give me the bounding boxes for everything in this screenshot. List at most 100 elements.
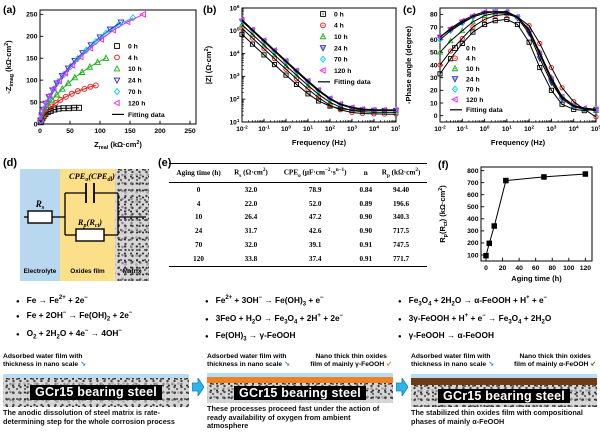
svg-text:102: 102 xyxy=(230,95,240,104)
svg-text:CPEo(CPEdl): CPEo(CPEdl) xyxy=(69,172,115,183)
svg-text:400: 400 xyxy=(467,216,479,223)
pointer-arrow-icon: ↘ xyxy=(80,360,86,368)
svg-text:800: 800 xyxy=(467,168,479,175)
oxide-film-label xyxy=(105,353,189,373)
svg-text:103: 103 xyxy=(546,124,556,133)
svg-text:102: 102 xyxy=(325,124,335,133)
process-arrow xyxy=(192,352,204,431)
svg-text:250: 250 xyxy=(184,128,196,135)
table-cell: 120 xyxy=(193,254,204,263)
bullet-icon: ● xyxy=(398,299,402,305)
phase-angle-plot: 10-2 10-1 100 101 102 103 104 105 0 10 20 30 40 50 60 7… xyxy=(403,4,600,147)
svg-text:50: 50 xyxy=(66,128,74,135)
fit-line xyxy=(241,20,397,112)
svg-text:0 h: 0 h xyxy=(466,45,476,52)
svg-text:101: 101 xyxy=(303,124,313,133)
stage-caption: The stabilized thin oxides film with com… xyxy=(411,408,583,426)
steel-matrix-layer: GCr15 bearing steel xyxy=(3,378,189,407)
svg-text:10 h: 10 h xyxy=(466,66,480,73)
equation-item: ● Fe + 2OH− → Fe(OH)2 + 2e− xyxy=(16,310,193,323)
table-row: 120 33.8 37.4 0.91 771.7 xyxy=(169,252,427,267)
table-cell: 340.3 xyxy=(392,213,410,222)
steel-name: GCr15 bearing steel xyxy=(30,385,162,400)
legend: 0 h 4 h 10 h 24 h 70 h 120 h Fitting data xyxy=(450,45,503,114)
svg-text:10-2: 10-2 xyxy=(434,124,446,133)
table-cell: 747.5 xyxy=(392,240,410,249)
table-row: 70 32.0 39.1 0.91 747.5 xyxy=(169,238,427,252)
steel-cross-section: GCr15 bearing steel xyxy=(3,374,189,407)
fitting-results-panel: (e) Aging time (h) Rs (Ω·cm2) CPEo (μF·cm−… xyxy=(155,155,435,290)
svg-text:70: 70 xyxy=(430,24,438,31)
steel-name: GCr15 bearing steel xyxy=(438,388,570,404)
equation-text: 3γ-FeOOH + H+ + e− → Fe3O4 + 2H2O xyxy=(408,312,552,326)
equation-item: ● 3FeO + H2O → Fe3O4 + 2H+ + 2e− xyxy=(205,313,390,326)
svg-text:10-1: 10-1 xyxy=(456,124,468,133)
svg-text:0 h: 0 h xyxy=(334,11,344,18)
svg-text:0: 0 xyxy=(38,128,42,135)
svg-text:10: 10 xyxy=(430,100,438,107)
bullet-icon: ● xyxy=(398,316,402,323)
svg-text:100: 100 xyxy=(563,265,575,272)
series-Rp(Rct) xyxy=(483,171,589,259)
svg-text:103: 103 xyxy=(347,124,357,133)
svg-text:(f): (f) xyxy=(438,159,449,171)
fit-line xyxy=(485,173,586,256)
bullet-icon: ● xyxy=(16,314,20,320)
reaction-equations-row: ● Fe → Fe2+ + 2e− ● Fe + 2OH− → Fe(OH)2 + … xyxy=(0,290,600,352)
svg-text:4 h: 4 h xyxy=(128,55,138,62)
table-cell: 42.6 xyxy=(308,227,322,236)
svg-text:100: 100 xyxy=(281,124,291,133)
table-row: 10 26.4 47.2 0.90 340.3 xyxy=(169,210,427,224)
table-cell: 0.89 xyxy=(359,199,373,208)
svg-text:101: 101 xyxy=(502,124,512,133)
table-cell: 39.1 xyxy=(308,240,322,249)
svg-text:Fitting data: Fitting data xyxy=(334,79,371,86)
legend: 0 h 4 h 10 h 24 h 70 h 120 h Fitting data xyxy=(112,43,165,119)
circuit-table-row: Rs CPEo(CPEdl) Rp(Rct) (d) Electrolyte Oxi… xyxy=(0,155,600,290)
table-cell: 33.8 xyxy=(244,254,258,263)
equation-item: ● Fe3O4 + 2H2O → α-FeOOH + H+ + e− xyxy=(398,295,600,308)
svg-text:(b): (b) xyxy=(203,4,216,16)
table-cell: 0.91 xyxy=(359,240,373,249)
stage-caption: The anodic dissolution of steel matrix i… xyxy=(3,408,175,426)
svg-text:106: 106 xyxy=(230,4,240,13)
svg-text:24 h: 24 h xyxy=(466,76,480,83)
table-cell: 94.40 xyxy=(392,185,410,194)
fit-line xyxy=(241,20,397,111)
svg-text:40: 40 xyxy=(430,62,438,69)
bullet-icon: ● xyxy=(205,299,209,305)
fit-line xyxy=(40,13,144,121)
water-film-label: Adsorbed water film with thickness in na… xyxy=(411,353,494,368)
equation-text: Fe + 2OH− → Fe(OH)2 + 2e− xyxy=(26,310,133,323)
table-cell: 24 xyxy=(194,227,203,236)
steel-cross-section: GCr15 bearing steel xyxy=(411,374,597,407)
svg-text:Zreal (kΩ·cm2): Zreal (kΩ·cm2) xyxy=(94,140,142,151)
equation-text: Fe → Fe2+ + 2e− xyxy=(26,295,88,305)
svg-text:|Z| (Ω·cm2): |Z| (Ω·cm2) xyxy=(204,45,213,84)
svg-text:(a): (a) xyxy=(3,4,16,16)
svg-text:(c): (c) xyxy=(403,4,416,16)
bullet-icon: ● xyxy=(205,316,209,323)
electrolyte-label: Electrolyte xyxy=(23,268,57,275)
right-arrow-icon xyxy=(192,378,204,396)
panel-e-tag: (e) xyxy=(158,157,172,169)
bullet-icon: ● xyxy=(16,299,20,305)
svg-text:-Zimag (kΩ·cm2): -Zimag (kΩ·cm2) xyxy=(4,40,15,94)
axes: 10-2 10-1 100 101 102 103 104 105 0 10 20 30 40 50 60 7… xyxy=(404,7,600,147)
matrix-label: Matrix xyxy=(122,268,142,275)
table-cell: 37.4 xyxy=(308,254,322,263)
equivalent-circuit-diagram: Rs CPEo(CPEdl) Rp(Rct) xyxy=(24,172,146,242)
stage-2-schematic: Adsorbed water film with thickness in na… xyxy=(204,352,396,431)
fit-line xyxy=(241,28,397,115)
stage-3-schematic: Adsorbed water film with thickness in na… xyxy=(408,352,600,431)
equation-text: Fe(OH)3 → γ-FeOOH xyxy=(215,330,296,343)
fit-line xyxy=(439,11,597,110)
equivalent-circuit-panel: Rs CPEo(CPEdl) Rp(Rct) (d) Electrolyte Oxi… xyxy=(0,155,155,290)
axes: 10-2 10-1 100 101 102 103 104 105 101 102 103 104 10… xyxy=(204,4,400,147)
svg-text:700: 700 xyxy=(467,180,479,187)
svg-text:4 h: 4 h xyxy=(334,23,344,30)
svg-text:10-2: 10-2 xyxy=(236,124,248,133)
svg-text:120: 120 xyxy=(580,265,592,272)
steel-matrix-layer: GCr15 bearing steel xyxy=(207,382,393,404)
svg-text:150: 150 xyxy=(124,128,136,135)
